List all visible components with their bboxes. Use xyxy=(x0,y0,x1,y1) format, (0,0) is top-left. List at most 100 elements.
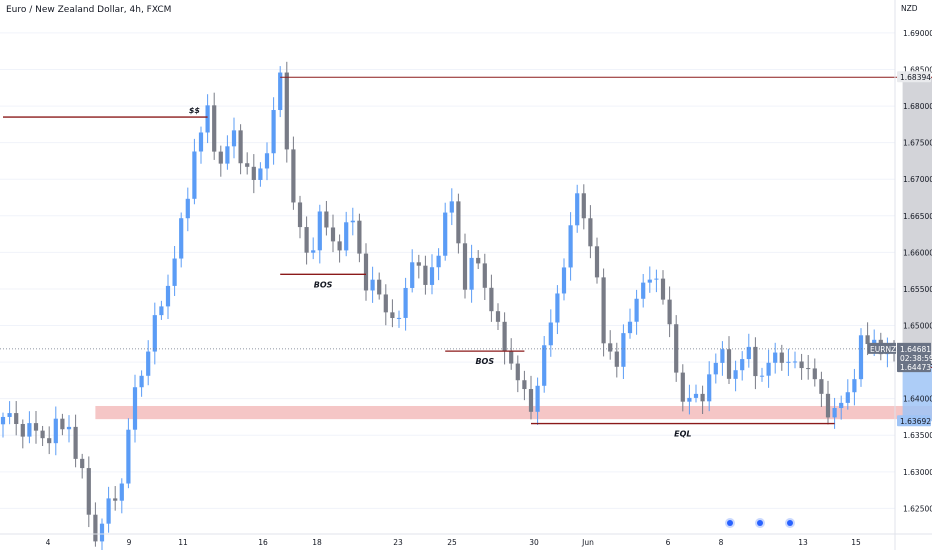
target-price-tag-label: 1.68394 xyxy=(900,73,931,82)
candle-body xyxy=(20,424,25,437)
candle-body xyxy=(330,227,336,242)
candle-body xyxy=(733,370,738,379)
candle-body xyxy=(581,193,586,219)
candle-body xyxy=(225,146,230,164)
candle-body xyxy=(555,293,560,323)
candle-body xyxy=(317,211,322,251)
candle-body xyxy=(245,163,250,167)
candle-body xyxy=(462,243,468,290)
target-zone[interactable] xyxy=(902,77,932,365)
y-tick-label: 1.63500 xyxy=(903,431,932,440)
countdown-label: 02:38:59 xyxy=(900,354,932,363)
candle-body xyxy=(192,151,197,199)
candle-body xyxy=(179,218,184,259)
candle-body xyxy=(707,374,712,402)
candle-body xyxy=(311,250,316,253)
y-tick-label: 1.62500 xyxy=(903,504,932,513)
y-tick-label: 1.67000 xyxy=(903,175,932,184)
candle-body xyxy=(443,212,448,256)
candle-body xyxy=(588,218,593,247)
candle-body xyxy=(113,498,118,501)
bos-2-label: BOS xyxy=(475,357,494,366)
candle-body xyxy=(779,352,784,363)
y-tick-label: 1.66500 xyxy=(903,212,932,221)
candle-body xyxy=(60,418,65,430)
candle-body xyxy=(436,255,441,268)
candle-body xyxy=(667,299,672,325)
candle-body xyxy=(258,168,263,180)
candle-body xyxy=(528,389,534,412)
x-tick-label: 13 xyxy=(798,538,808,547)
candle-body xyxy=(561,267,567,294)
eql-label: EQL xyxy=(674,430,691,439)
candle-body xyxy=(872,339,877,345)
candle-body xyxy=(641,282,646,299)
candle-body xyxy=(185,198,190,219)
candle-body xyxy=(502,321,507,352)
candle-body xyxy=(515,363,520,381)
y-tick-label: 1.66000 xyxy=(903,248,932,257)
candle-body xyxy=(509,351,514,364)
candle-body xyxy=(344,222,349,251)
candle-body xyxy=(40,430,45,439)
candle-body xyxy=(839,402,844,409)
candle-body xyxy=(825,393,831,418)
candle-body xyxy=(198,132,204,152)
candle-body xyxy=(291,149,296,203)
x-tick-label: 4 xyxy=(46,538,51,547)
candle-body xyxy=(284,72,289,150)
stop-price-tag-label: 1.63692 xyxy=(900,417,931,426)
candle-body xyxy=(27,423,32,437)
candle-body xyxy=(337,241,342,251)
candle-body xyxy=(852,379,857,393)
candle-body xyxy=(370,279,375,291)
candle-body xyxy=(139,375,144,388)
candle-body xyxy=(53,418,58,444)
y-tick-label: 1.64000 xyxy=(903,395,932,404)
chart-title: Euro / New Zealand Dollar, 4h, FXCM xyxy=(6,5,172,15)
currency-label: NZD xyxy=(901,4,918,13)
y-tick-label: 1.65500 xyxy=(903,285,932,294)
candle-body xyxy=(680,372,685,402)
candle-body xyxy=(126,429,131,484)
candle-body xyxy=(660,278,666,300)
y-tick-label: 1.65000 xyxy=(903,322,932,331)
candle-body xyxy=(858,335,864,380)
candle-body xyxy=(0,416,6,425)
y-tick-label: 1.69000 xyxy=(903,29,932,38)
candle-body xyxy=(746,346,751,360)
candle-body xyxy=(165,285,171,307)
candle-body xyxy=(693,393,699,398)
candle-body xyxy=(80,458,85,469)
candle-body xyxy=(205,105,210,133)
candle-body xyxy=(647,279,652,283)
candle-body xyxy=(713,362,718,375)
y-tick-label: 1.68000 xyxy=(903,102,932,111)
candle-body xyxy=(218,151,223,164)
candle-body xyxy=(278,72,283,111)
current-price-tag xyxy=(897,342,931,364)
candle-body xyxy=(469,257,474,290)
candle-body xyxy=(832,408,837,418)
candle-body xyxy=(357,220,362,254)
target-price-tag xyxy=(897,71,931,83)
candle-body xyxy=(700,393,705,402)
candle-body xyxy=(403,287,408,318)
x-tick-label: Jun xyxy=(581,538,594,547)
stop-zone[interactable] xyxy=(902,364,932,422)
candle-body xyxy=(33,423,39,431)
candle-body xyxy=(416,262,421,266)
candle-body xyxy=(753,346,758,377)
candle-body xyxy=(172,258,177,286)
candle-body xyxy=(621,333,626,367)
candle-body xyxy=(654,278,659,280)
x-tick-label: 6 xyxy=(666,538,671,547)
entry-price-tag-label: 1.64473 xyxy=(900,363,931,372)
x-tick-label: 30 xyxy=(529,538,539,547)
liquidity-label: $$ xyxy=(189,106,201,115)
y-tick-label: 1.68500 xyxy=(903,65,932,74)
candle-body xyxy=(522,380,527,390)
candle-body xyxy=(812,368,817,380)
